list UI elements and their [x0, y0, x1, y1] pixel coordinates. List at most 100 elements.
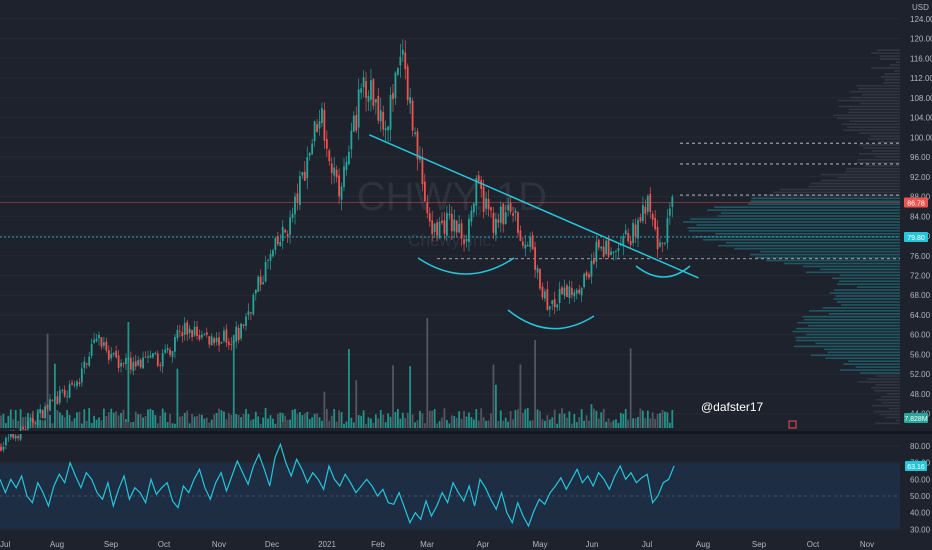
volume-bar	[142, 417, 144, 428]
candle-body	[147, 356, 149, 358]
volume-bar	[409, 366, 412, 428]
volume-bar	[514, 410, 517, 428]
time-tick-label: Nov	[860, 540, 874, 549]
volume-bar	[196, 416, 198, 428]
volume-profile-row	[860, 102, 900, 105]
volume-bar	[517, 409, 519, 428]
volume-bar	[492, 364, 495, 428]
pane-separator[interactable]	[0, 431, 932, 434]
candle-body	[406, 66, 409, 101]
volume-bar	[578, 417, 581, 428]
candle-body	[176, 329, 179, 339]
volume-bar	[593, 408, 595, 428]
volume-bar	[446, 419, 448, 428]
candle-body	[460, 223, 463, 239]
volume-bar	[321, 420, 323, 428]
volume-bars	[0, 318, 674, 428]
price-axis[interactable]: USD 44.0048.0052.0056.0060.0064.0068.007…	[902, 0, 932, 432]
rsi-pane	[0, 442, 900, 530]
candle-body	[590, 261, 593, 277]
volume-bar	[507, 421, 510, 428]
time-tick-label: Feb	[371, 540, 385, 549]
volume-profile-row	[718, 244, 900, 247]
price-tag	[904, 231, 928, 242]
volume-profile-row	[806, 333, 900, 336]
volume-bar	[468, 412, 470, 428]
candle-body	[544, 291, 546, 299]
volume-bar	[95, 419, 98, 428]
time-axis[interactable]: Jul Aug Sep Oct Nov Dec 2021 Feb Mar Apr May Jun Jul…	[0, 538, 932, 550]
candle-body	[656, 227, 659, 250]
volume-profile-row	[881, 395, 900, 398]
volume-profile-row	[696, 224, 900, 226]
volume-profile-row	[750, 253, 900, 256]
time-tick-label: Aug	[50, 540, 64, 549]
volume-bar	[394, 412, 397, 428]
volume-bar	[306, 411, 309, 428]
volume-bar	[188, 423, 191, 428]
volume-bar	[159, 415, 162, 428]
candle-body	[414, 132, 416, 135]
candle-body	[524, 244, 527, 249]
volume-bar	[350, 417, 353, 428]
candle-body	[593, 258, 595, 264]
candle-body	[210, 336, 213, 346]
volume-bar	[443, 408, 446, 428]
volume-bar	[524, 409, 527, 428]
candle-body	[22, 427, 24, 430]
volume-bar	[590, 404, 593, 428]
volume-bar	[39, 419, 42, 428]
candle-body	[308, 153, 311, 156]
volume-bar	[426, 318, 429, 428]
candle-body	[490, 207, 492, 211]
volume-bar	[127, 322, 130, 428]
volume-tag-label: 7.828M	[904, 416, 928, 423]
candle-body	[646, 195, 649, 212]
volume-profile-row	[747, 203, 900, 206]
candle-body	[318, 121, 321, 129]
volume-bar	[580, 409, 583, 428]
candle-body	[115, 351, 118, 358]
earnings-marker[interactable]	[123, 422, 129, 428]
earnings-marker-upcoming[interactable]	[788, 420, 797, 429]
candle-body	[639, 217, 642, 222]
volume-profile-row	[845, 170, 900, 173]
earnings-marker[interactable]	[282, 422, 288, 428]
candle-body	[450, 213, 453, 232]
candle-body	[31, 417, 34, 423]
volume-bar	[294, 409, 296, 428]
volume-bar	[154, 415, 157, 428]
volume-bar	[225, 419, 228, 428]
volume-bar	[235, 414, 238, 428]
volume-profile-row	[842, 123, 900, 126]
candle-body	[551, 300, 554, 305]
candle-body	[436, 222, 438, 236]
volume-profile-row	[855, 366, 900, 368]
volume-bar	[544, 420, 546, 428]
candle-body	[41, 409, 44, 419]
volume-bar	[137, 414, 140, 428]
candle-body	[2, 445, 5, 450]
volume-profile-row	[806, 271, 900, 274]
candle-body	[49, 399, 51, 411]
volume-profile-row	[875, 156, 900, 158]
earnings-marker[interactable]	[607, 422, 613, 428]
candle-body	[526, 245, 529, 247]
volume-bar	[107, 412, 110, 428]
earnings-marker[interactable]	[479, 422, 485, 428]
volume-profile-row	[795, 336, 900, 339]
volume-bar	[164, 412, 167, 428]
candle-body	[250, 312, 252, 314]
volume-bar	[198, 414, 201, 428]
volume-profile-row	[843, 129, 900, 131]
candle-body	[129, 357, 132, 370]
volume-bar	[325, 408, 328, 428]
candle-body	[512, 213, 514, 216]
candle-body	[389, 95, 392, 130]
volume-bar	[176, 368, 179, 428]
volume-bar	[73, 418, 76, 428]
volume-profile-row	[772, 191, 900, 194]
candle-body	[495, 218, 497, 235]
candle-body	[394, 72, 397, 99]
